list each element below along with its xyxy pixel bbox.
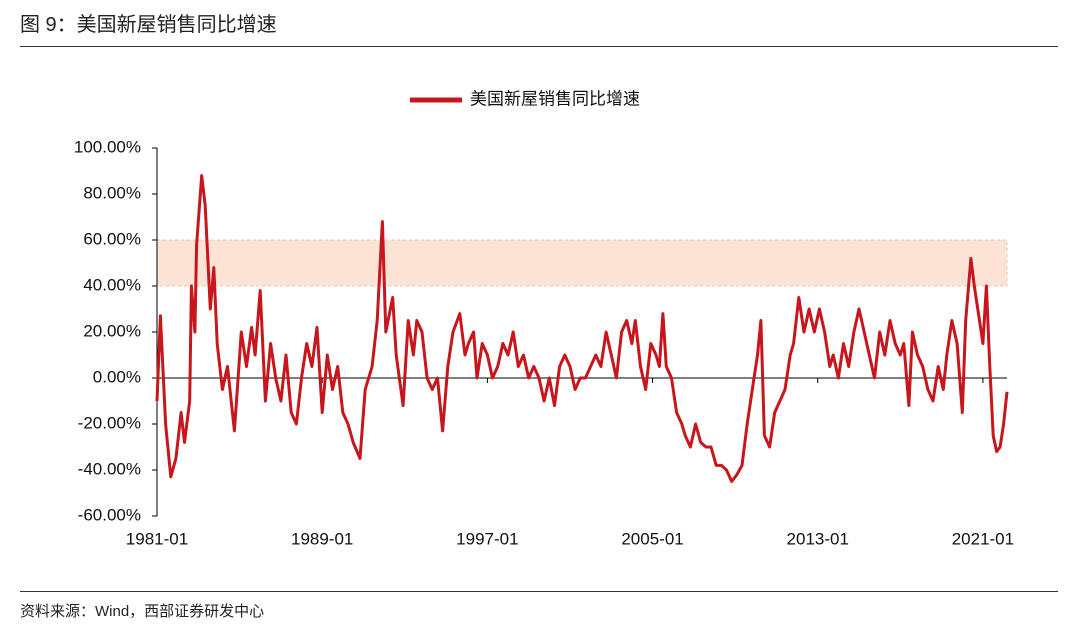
x-tick-label: 2005-01 bbox=[621, 529, 683, 548]
y-tick-label: 40.00% bbox=[83, 275, 141, 294]
x-tick-label: 1997-01 bbox=[456, 529, 518, 548]
y-tick-label: 80.00% bbox=[83, 183, 141, 202]
y-tick-label: 100.00% bbox=[74, 137, 141, 156]
x-tick-label: 1981-01 bbox=[126, 529, 188, 548]
y-tick-label: -60.00% bbox=[78, 505, 141, 524]
source-note: 资料来源：Wind，西部证券研发中心 bbox=[20, 603, 265, 620]
x-tick-label: 1989-01 bbox=[291, 529, 353, 548]
series-line bbox=[155, 174, 1009, 483]
legend-label: 美国新屋销售同比增速 bbox=[470, 89, 640, 108]
y-tick-label: 0.00% bbox=[93, 367, 141, 386]
highlight-band bbox=[156, 239, 1008, 287]
y-tick-label: -20.00% bbox=[78, 413, 141, 432]
title-rule bbox=[20, 46, 1058, 47]
figure-title: 图 9：美国新屋销售同比增速 bbox=[20, 14, 277, 36]
source-rule bbox=[20, 591, 1058, 592]
chart: -60.00% -40.00% -20.00% 0.00% 20.00% 40.00% 60… bbox=[74, 89, 1014, 548]
y-tick-label: 60.00% bbox=[83, 229, 141, 248]
y-tick-label: -40.00% bbox=[78, 459, 141, 478]
y-tick-label: 20.00% bbox=[83, 321, 141, 340]
x-tick-label: 2013-01 bbox=[787, 529, 849, 548]
x-tick-label: 2021-01 bbox=[952, 529, 1014, 548]
